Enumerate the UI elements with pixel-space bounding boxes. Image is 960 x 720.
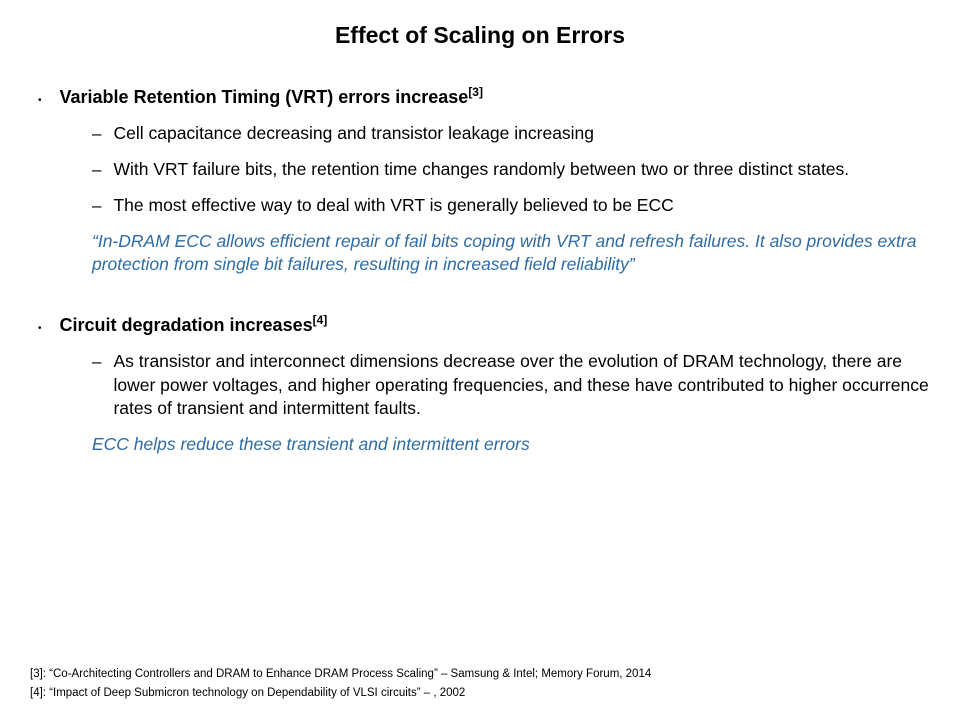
section2-heading: Circuit degradation increases[4] bbox=[60, 313, 328, 336]
section2-item-0: As transistor and interconnect dimension… bbox=[113, 350, 930, 421]
list-item: – As transistor and interconnect dimensi… bbox=[92, 350, 930, 421]
section2-heading-text: Circuit degradation increases bbox=[60, 315, 313, 335]
reference-3: [3]: “Co-Architecting Controllers and DR… bbox=[30, 665, 651, 683]
section2-sublist: – As transistor and interconnect dimensi… bbox=[92, 350, 930, 421]
section1-quote: “In-DRAM ECC allows efficient repair of … bbox=[92, 230, 930, 277]
section1-item-0: Cell capacitance decreasing and transist… bbox=[113, 122, 594, 146]
section1-ref: [3] bbox=[468, 85, 483, 99]
dash-marker: – bbox=[92, 123, 101, 146]
reference-4: [4]: “Impact of Deep Submicron technolog… bbox=[30, 684, 651, 702]
slide-title: Effect of Scaling on Errors bbox=[30, 22, 930, 49]
dash-marker: – bbox=[92, 195, 101, 218]
list-item: – Cell capacitance decreasing and transi… bbox=[92, 122, 930, 146]
section1-sublist: – Cell capacitance decreasing and transi… bbox=[92, 122, 930, 218]
section1-item-1: With VRT failure bits, the retention tim… bbox=[113, 158, 849, 182]
section2-quote: ECC helps reduce these transient and int… bbox=[92, 433, 930, 457]
dash-marker: – bbox=[92, 159, 101, 182]
section1-item-2: The most effective way to deal with VRT … bbox=[113, 194, 673, 218]
section1-heading-text: Variable Retention Timing (VRT) errors i… bbox=[60, 87, 469, 107]
bullet-heading-row: • Variable Retention Timing (VRT) errors… bbox=[38, 85, 930, 108]
list-item: – The most effective way to deal with VR… bbox=[92, 194, 930, 218]
section-circuit: • Circuit degradation increases[4] – As … bbox=[38, 313, 930, 457]
section-vrt: • Variable Retention Timing (VRT) errors… bbox=[38, 85, 930, 277]
bullet-marker: • bbox=[38, 323, 42, 334]
references-block: [3]: “Co-Architecting Controllers and DR… bbox=[30, 665, 651, 702]
section1-heading: Variable Retention Timing (VRT) errors i… bbox=[60, 85, 483, 108]
section2-ref: [4] bbox=[313, 313, 328, 327]
dash-marker: – bbox=[92, 351, 101, 374]
list-item: – With VRT failure bits, the retention t… bbox=[92, 158, 930, 182]
bullet-marker: • bbox=[38, 95, 42, 106]
bullet-heading-row: • Circuit degradation increases[4] bbox=[38, 313, 930, 336]
